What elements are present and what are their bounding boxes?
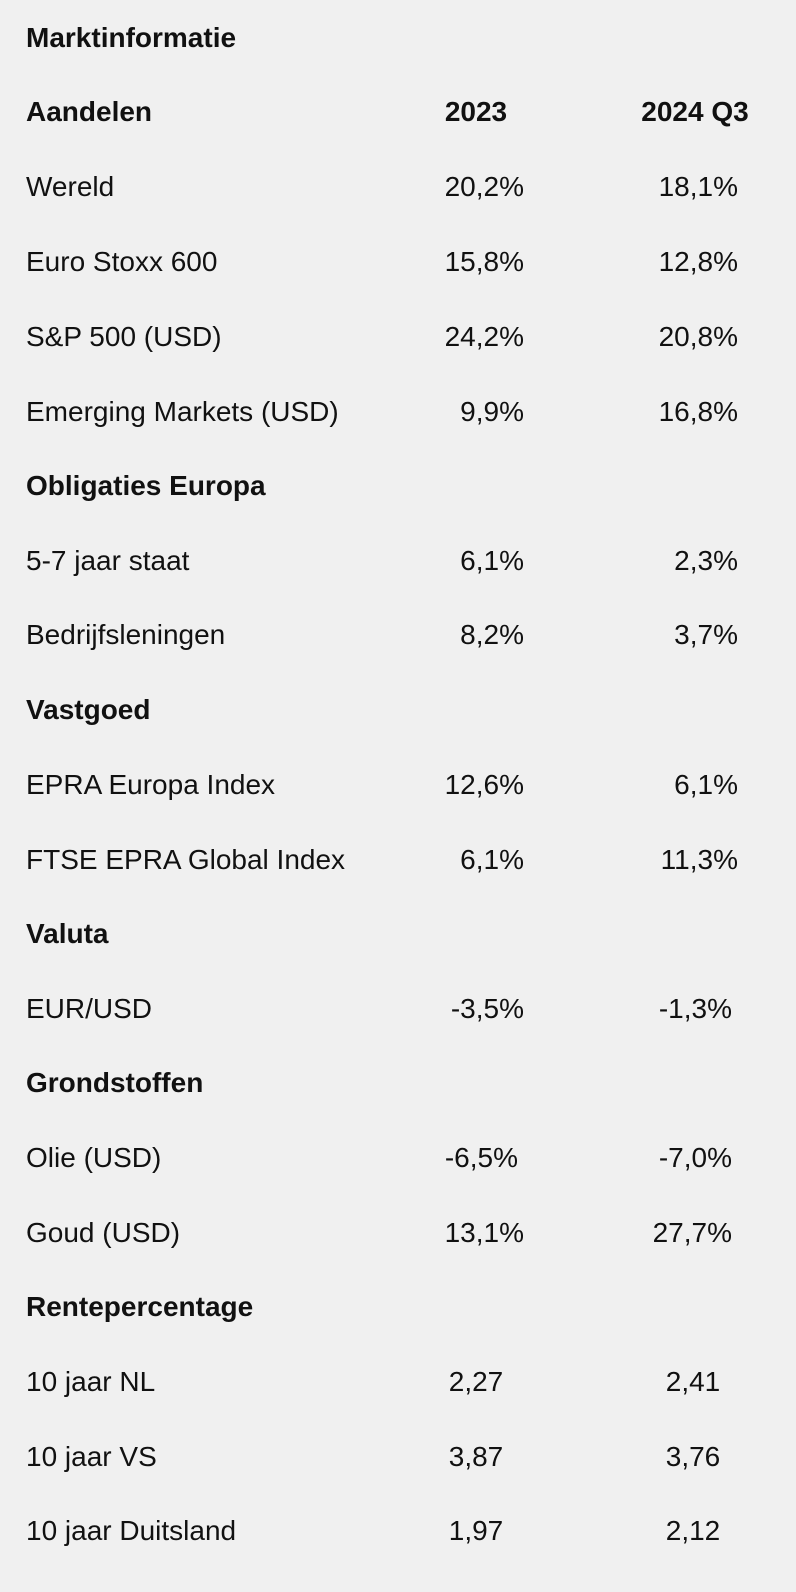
value-2024-q3: 18,1% xyxy=(658,171,738,202)
row-label: EPRA Europa Index xyxy=(26,769,276,800)
row-label: S&P 500 (USD) xyxy=(26,321,222,352)
table-row: Goud (USD) 13,1% 27,7% xyxy=(0,1195,796,1271)
table-row: EPRA Europa Index 12,6% 6,1% xyxy=(0,747,796,823)
value-2023: 13,1% xyxy=(444,1217,524,1248)
table-row: 5-7 jaar staat 6,1% 2,3% xyxy=(0,523,796,599)
table-title: Marktinformatie xyxy=(26,22,237,53)
section-heading-obligaties: Obligaties Europa xyxy=(26,470,266,501)
row-label: Wereld xyxy=(26,171,115,202)
value-2023: 3,87 xyxy=(448,1441,504,1472)
row-label: Emerging Markets (USD) xyxy=(26,396,339,427)
section-heading-grondstoffen: Grondstoffen xyxy=(26,1067,204,1098)
table-row: Emerging Markets (USD) 9,9% 16,8% xyxy=(0,374,796,450)
row-label: 10 jaar NL xyxy=(26,1366,156,1397)
value-2024-q3: 27,7% xyxy=(652,1217,732,1248)
header-row: Aandelen 2023 2024 Q3 xyxy=(0,74,796,150)
value-2023: -3,5% xyxy=(450,993,524,1024)
section-row: Obligaties Europa xyxy=(0,448,796,524)
value-2023: 20,2% xyxy=(444,171,524,202)
row-label: Bedrijfsleningen xyxy=(26,619,226,650)
table-row: Olie (USD) -6,5% -7,0% xyxy=(0,1120,796,1196)
table-row: Euro Stoxx 600 15,8% 12,8% xyxy=(0,224,796,300)
value-2024-q3: -1,3% xyxy=(658,993,732,1024)
value-2023: -6,5% xyxy=(444,1142,518,1173)
section-heading-aandelen: Aandelen xyxy=(26,96,153,127)
table-row: 10 jaar VS 3,87 3,76 xyxy=(0,1419,796,1495)
row-label: 10 jaar VS xyxy=(26,1441,157,1472)
table-row: 10 jaar NL 2,27 2,41 xyxy=(0,1344,796,1420)
section-row: Valuta xyxy=(0,896,796,972)
section-heading-valuta: Valuta xyxy=(26,918,109,949)
row-label: Goud (USD) xyxy=(26,1217,181,1248)
value-2024-q3: 3,7% xyxy=(674,619,738,650)
value-2024-q3: 2,41 xyxy=(665,1366,721,1397)
row-label: EUR/USD xyxy=(26,993,153,1024)
section-heading-vastgoed: Vastgoed xyxy=(26,694,151,725)
value-2023: 6,1% xyxy=(460,844,524,875)
value-2024-q3: 20,8% xyxy=(658,321,738,352)
value-2024-q3: 12,8% xyxy=(658,246,738,277)
row-label: 10 jaar Duitsland xyxy=(26,1515,237,1546)
value-2023: 24,2% xyxy=(444,321,524,352)
column-header-2023: 2023 xyxy=(444,96,508,127)
section-row: Grondstoffen xyxy=(0,1045,796,1121)
section-heading-rente: Rentepercentage xyxy=(26,1291,254,1322)
value-2023: 12,6% xyxy=(444,769,524,800)
table-title-row: Marktinformatie xyxy=(0,0,796,76)
row-label: FTSE EPRA Global Index xyxy=(26,844,346,875)
value-2024-q3: 11,3% xyxy=(660,844,738,875)
row-label: 5-7 jaar staat xyxy=(26,545,190,576)
row-label: Olie (USD) xyxy=(26,1142,162,1173)
table-row: 10 jaar Duitsland 1,97 2,12 xyxy=(0,1493,796,1569)
table-row: EUR/USD -3,5% -1,3% xyxy=(0,971,796,1047)
table-row: S&P 500 (USD) 24,2% 20,8% xyxy=(0,299,796,375)
value-2024-q3: 2,3% xyxy=(674,545,738,576)
row-label: Euro Stoxx 600 xyxy=(26,246,218,277)
value-2024-q3: -7,0% xyxy=(658,1142,732,1173)
value-2024-q3: 3,76 xyxy=(665,1441,721,1472)
value-2024-q3: 2,12 xyxy=(665,1515,721,1546)
value-2023: 2,27 xyxy=(448,1366,504,1397)
value-2023: 1,97 xyxy=(448,1515,504,1546)
table-row: Bedrijfsleningen 8,2% 3,7% xyxy=(0,597,796,673)
value-2023: 15,8% xyxy=(444,246,524,277)
value-2024-q3: 16,8% xyxy=(658,396,738,427)
column-header-2024-q3: 2024 Q3 xyxy=(641,96,749,127)
value-2023: 6,1% xyxy=(460,545,524,576)
table-row: Wereld 20,2% 18,1% xyxy=(0,149,796,225)
table-row: FTSE EPRA Global Index 6,1% 11,3% xyxy=(0,822,796,898)
section-row: Vastgoed xyxy=(0,672,796,748)
section-row: Rentepercentage xyxy=(0,1269,796,1345)
value-2024-q3: 6,1% xyxy=(674,769,738,800)
value-2023: 9,9% xyxy=(460,396,524,427)
value-2023: 8,2% xyxy=(460,619,524,650)
